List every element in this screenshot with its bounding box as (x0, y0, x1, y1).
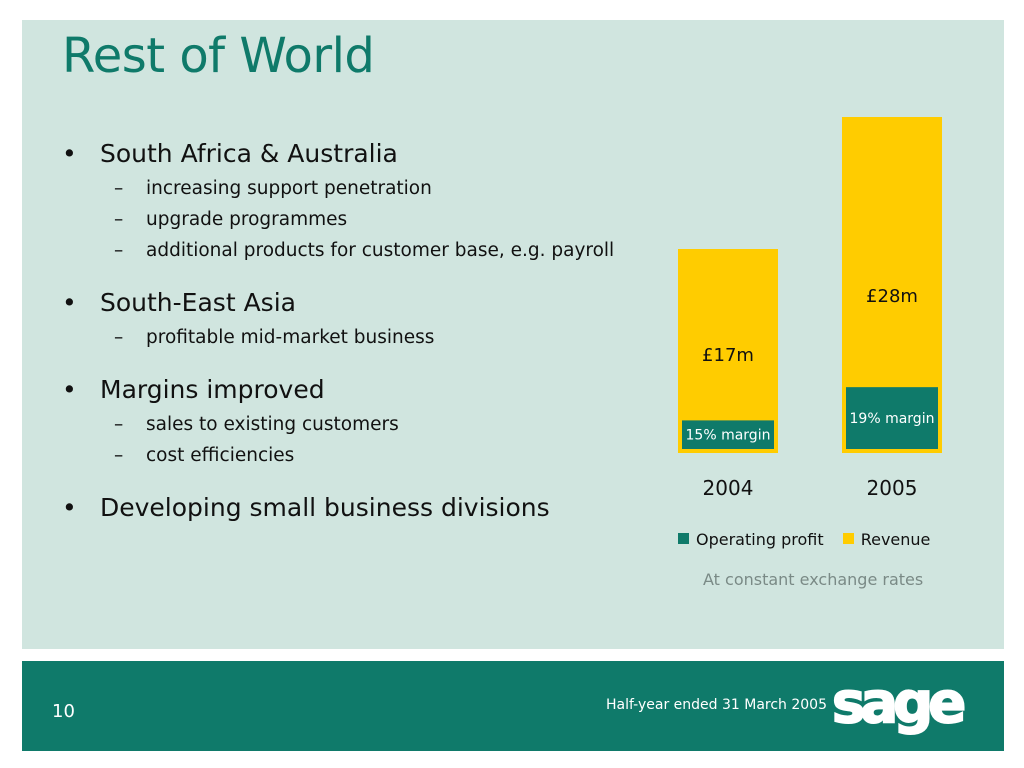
sub-bullet-label: additional products for customer base, e… (146, 240, 615, 261)
revenue-value-label: £28m (866, 286, 918, 307)
dash-marker: – (114, 414, 124, 435)
bullet-dot: • (62, 288, 77, 317)
legend-swatch (678, 533, 689, 544)
revenue-value-label: £17m (702, 345, 754, 366)
dash-marker: – (114, 178, 124, 199)
sub-bullet-item: – sales to existing customers (62, 409, 642, 440)
bullet-dot: • (62, 493, 77, 522)
footer-text: Half-year ended 31 March 2005 (606, 697, 827, 713)
chart-note: At constant exchange rates (703, 570, 924, 589)
dash-marker: – (114, 445, 124, 466)
bullet-group: • Developing small business divisions (62, 491, 642, 525)
legend-label: Operating profit (696, 530, 824, 549)
dash-marker: – (114, 240, 124, 261)
dash-marker: – (114, 209, 124, 230)
sub-bullet-label: profitable mid-market business (146, 327, 435, 348)
category-label: 2004 (703, 476, 754, 500)
bullet-label: South Africa & Australia (100, 139, 398, 168)
sage-logo: sage (832, 672, 970, 737)
bullet-group: • South-East Asia – profitable mid-market … (62, 286, 642, 353)
sub-bullet-item: – upgrade programmes (62, 204, 642, 235)
dash-marker: – (114, 327, 124, 348)
bullet-dot: • (62, 375, 77, 404)
chart-canvas: £17m 15% margin 2004 £28m 19% margin 2005 (678, 117, 942, 500)
revenue-bar-chart: £17m 15% margin 2004 £28m 19% margin 2005 (640, 105, 970, 505)
bullet-item: • Margins improved (62, 373, 642, 407)
bullet-dot: • (62, 139, 77, 168)
slide-panel (22, 20, 1004, 649)
bullet-label: Developing small business divisions (100, 493, 550, 522)
bullet-label: South-East Asia (100, 288, 296, 317)
bullet-list: • South Africa & Australia – increasing su… (62, 137, 642, 545)
sub-bullet-label: cost efficiencies (146, 445, 295, 466)
bullet-label: Margins improved (100, 375, 325, 404)
logo-text: sage (832, 672, 964, 736)
margin-label: 19% margin (850, 411, 935, 427)
legend-item-revenue: Revenue (842, 530, 931, 549)
legend-item-operating-profit: Operating profit (678, 530, 824, 549)
sub-bullet-item: – increasing support penetration (62, 173, 642, 204)
sub-bullet-label: increasing support penetration (146, 178, 432, 199)
chart-legend: Operating profit Revenue (678, 530, 944, 549)
bullet-item: • South-East Asia (62, 286, 642, 320)
bullet-group: • South Africa & Australia – increasing su… (62, 137, 642, 266)
revenue-bar (678, 249, 778, 453)
sub-bullet-item: – additional products for customer base, … (62, 235, 642, 266)
footer-bar (22, 661, 1004, 751)
bullet-group: • Margins improved – sales to existing cus… (62, 373, 642, 471)
sub-bullet-label: sales to existing customers (146, 414, 399, 435)
bullet-item: • South Africa & Australia (62, 137, 642, 171)
margin-label: 15% margin (686, 428, 771, 444)
sub-bullet-item: – profitable mid-market business (62, 322, 642, 353)
operating-profit-bar (846, 387, 938, 449)
bullet-item: • Developing small business divisions (62, 491, 642, 525)
legend-label: Revenue (860, 530, 931, 549)
sub-bullet-item: – cost efficiencies (62, 440, 642, 471)
legend-swatch (842, 533, 854, 544)
category-label: 2005 (867, 476, 918, 500)
sub-bullet-label: upgrade programmes (146, 209, 348, 230)
slide-title: Rest of World (62, 28, 375, 84)
page-number: 10 (52, 701, 75, 722)
operating-profit-bar (682, 420, 774, 449)
